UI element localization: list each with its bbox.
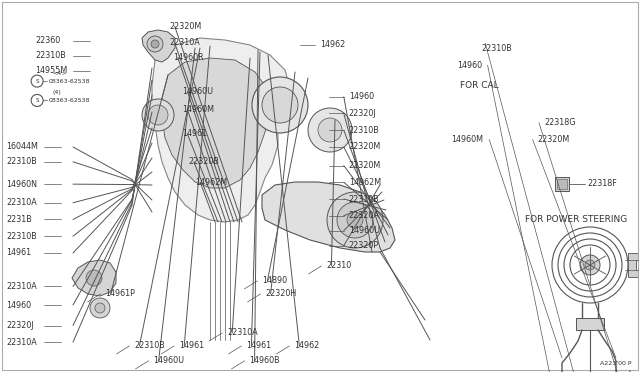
Polygon shape [262, 182, 395, 252]
Circle shape [31, 94, 43, 106]
Circle shape [151, 40, 159, 48]
Text: 22320J: 22320J [349, 109, 376, 118]
Text: 14960U: 14960U [154, 356, 185, 365]
Circle shape [308, 108, 352, 152]
Text: 22318G: 22318G [544, 118, 575, 127]
Circle shape [347, 212, 363, 228]
Text: 22320J: 22320J [6, 321, 34, 330]
Text: 14961: 14961 [182, 129, 207, 138]
Text: S: S [35, 98, 39, 103]
Circle shape [95, 303, 105, 313]
Text: 22320P: 22320P [349, 241, 379, 250]
Polygon shape [142, 30, 175, 62]
Text: 14961: 14961 [6, 248, 31, 257]
Circle shape [148, 105, 168, 125]
Polygon shape [628, 253, 638, 277]
Text: 14960: 14960 [458, 61, 483, 70]
Text: 22310A: 22310A [227, 328, 258, 337]
Text: FOR CAL: FOR CAL [460, 80, 499, 90]
Bar [576, 318, 604, 330]
Circle shape [252, 77, 308, 133]
Text: 22320M: 22320M [349, 161, 381, 170]
Text: 22310B: 22310B [349, 126, 380, 135]
Text: 14960R: 14960R [173, 53, 204, 62]
Text: <4>: <4> [52, 71, 67, 76]
Text: 14962: 14962 [294, 341, 319, 350]
Circle shape [337, 202, 373, 238]
Text: 14962M: 14962M [349, 178, 381, 187]
Text: 22320M: 22320M [170, 22, 202, 31]
Text: 22310B: 22310B [6, 232, 37, 241]
Circle shape [580, 255, 600, 275]
Text: 22310: 22310 [326, 262, 351, 270]
FancyBboxPatch shape [555, 177, 569, 191]
Text: A223'00 P: A223'00 P [600, 361, 632, 366]
Text: 22320A: 22320A [349, 211, 380, 220]
Circle shape [142, 99, 174, 131]
Text: 14960U: 14960U [349, 226, 380, 235]
Text: (4): (4) [52, 90, 61, 95]
Text: 22360: 22360 [35, 36, 60, 45]
Text: 14960: 14960 [6, 301, 31, 310]
Text: 22320H: 22320H [266, 289, 297, 298]
Text: 14962: 14962 [320, 40, 345, 49]
Text: 14890: 14890 [262, 276, 287, 285]
Polygon shape [152, 38, 290, 222]
Text: 22310B: 22310B [134, 341, 165, 350]
Text: 08363-62538: 08363-62538 [49, 78, 90, 84]
Circle shape [585, 260, 595, 270]
Text: 22310B: 22310B [6, 157, 37, 166]
Text: 14960: 14960 [349, 92, 374, 101]
Circle shape [90, 298, 110, 318]
Circle shape [318, 118, 342, 142]
Circle shape [147, 36, 163, 52]
Text: 14955M: 14955M [35, 66, 67, 75]
Text: 14960M: 14960M [182, 105, 214, 114]
Circle shape [262, 87, 298, 123]
Text: 14960U: 14960U [182, 87, 214, 96]
Text: 14960M: 14960M [451, 135, 483, 144]
Text: 08363-62538: 08363-62538 [49, 98, 90, 103]
Polygon shape [72, 260, 116, 296]
Text: 22310B: 22310B [349, 195, 380, 203]
Text: 14962M: 14962M [195, 178, 227, 187]
Text: 14961: 14961 [246, 341, 271, 350]
Text: 22310A: 22310A [6, 338, 37, 347]
Text: 14961P: 14961P [106, 289, 136, 298]
Circle shape [327, 192, 383, 248]
FancyBboxPatch shape [557, 179, 567, 189]
Text: 22318F: 22318F [587, 180, 617, 189]
Text: 22320M: 22320M [538, 135, 570, 144]
Text: FOR POWER STEERING: FOR POWER STEERING [525, 215, 627, 224]
Text: 14960N: 14960N [6, 180, 37, 189]
Circle shape [86, 270, 102, 286]
Text: 16044M: 16044M [6, 142, 38, 151]
Text: 22320B: 22320B [189, 157, 220, 166]
Text: 14961: 14961 [179, 341, 204, 350]
Text: 22310A: 22310A [6, 198, 37, 207]
Text: 22310B: 22310B [481, 44, 512, 53]
Text: 22310A: 22310A [170, 38, 200, 47]
Text: 14960B: 14960B [250, 356, 280, 365]
Circle shape [31, 75, 43, 87]
Text: 22320M: 22320M [349, 142, 381, 151]
Text: 2231B: 2231B [6, 215, 32, 224]
Polygon shape [162, 58, 270, 188]
Text: S: S [35, 78, 39, 84]
Text: 22310A: 22310A [6, 282, 37, 291]
Text: 22310B: 22310B [35, 51, 66, 60]
